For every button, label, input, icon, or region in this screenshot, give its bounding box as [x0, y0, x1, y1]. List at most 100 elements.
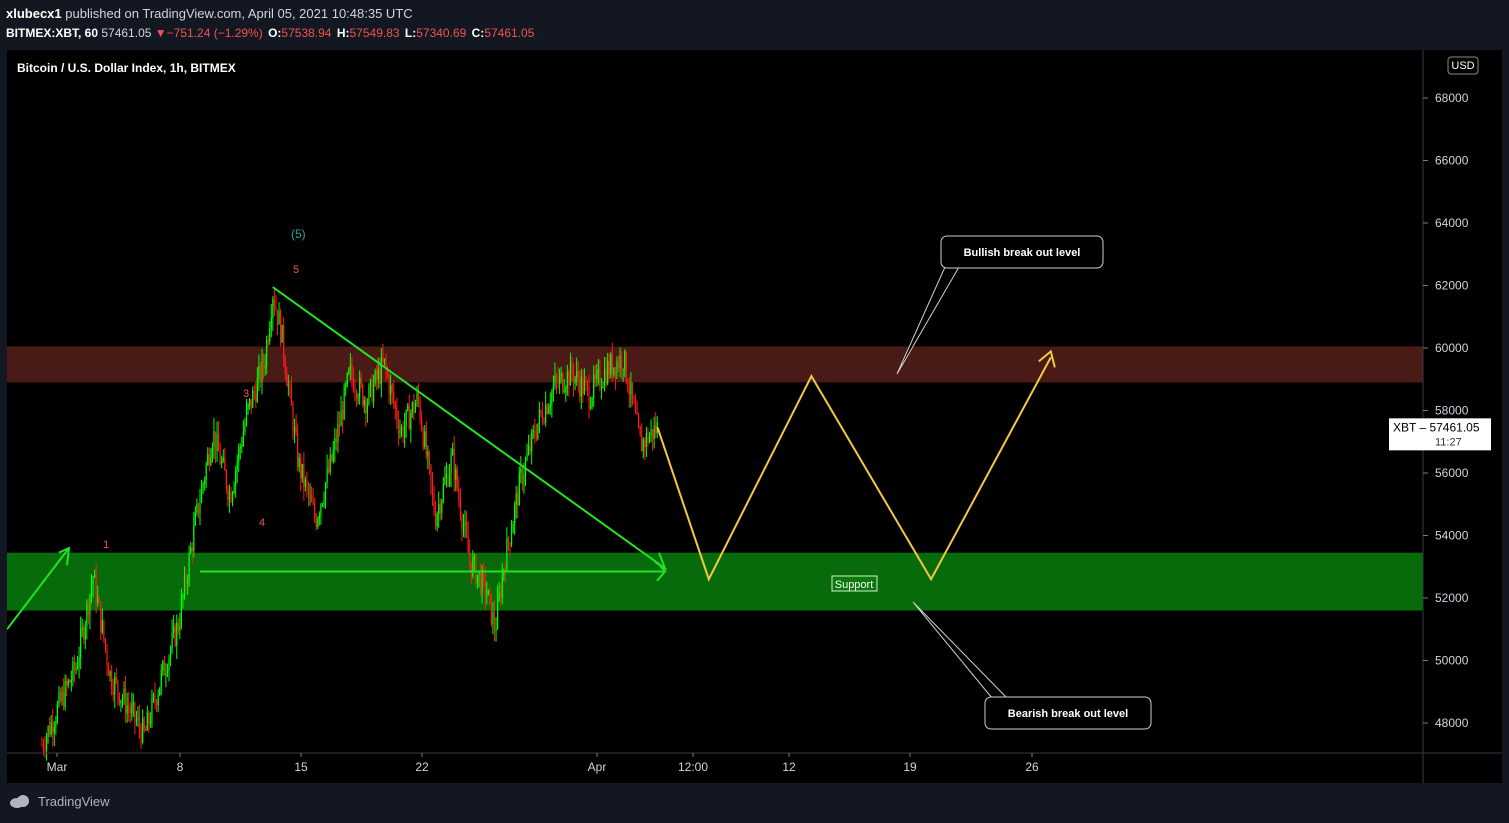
candle-body: [551, 391, 553, 405]
candle-body: [262, 358, 265, 368]
candle-body: [306, 479, 308, 487]
candle-body: [459, 498, 461, 517]
candle-body: [318, 515, 320, 519]
candle-body: [371, 379, 373, 402]
candle-body: [428, 451, 430, 465]
candle-body: [280, 311, 282, 343]
candle-body: [64, 680, 66, 708]
candle-body: [190, 547, 192, 554]
symbol-label[interactable]: BITMEX:XBT, 60: [6, 26, 99, 40]
candle-body: [464, 522, 466, 526]
candle-body: [67, 680, 69, 686]
candle-body: [270, 317, 272, 329]
drawings: [7, 286, 1056, 630]
candle-body: [396, 407, 398, 422]
price-chart[interactable]: 1 3 4 5 (5) Bullish break out level Bearish br…: [7, 50, 1502, 783]
zone-support: [7, 552, 1423, 611]
candle-body: [638, 414, 640, 427]
time-tick-label: Apr: [588, 760, 607, 774]
candle-body: [639, 426, 641, 436]
candle-body: [484, 575, 486, 597]
candle-body: [225, 470, 227, 489]
candle-body: [421, 419, 423, 430]
candle-body: [126, 705, 128, 714]
price-axis[interactable]: USD 48000 50000 52000 54000 56000 58000 60000 62…: [1389, 50, 1491, 783]
candle-body: [479, 572, 482, 594]
candle-body: [348, 369, 350, 374]
candle-body: [53, 727, 55, 733]
candle-body: [197, 503, 200, 514]
candle-body: [453, 448, 455, 481]
candle-body: [605, 369, 607, 384]
bullish-callout-text: Bullish break out level: [964, 247, 1081, 259]
high-label: H:: [336, 26, 350, 40]
candle-body: [69, 680, 71, 683]
candle-body: [320, 504, 322, 516]
high-value: 57549.83: [349, 26, 400, 40]
candle-body: [543, 421, 545, 423]
candle-body: [616, 361, 618, 377]
candle-body: [483, 570, 485, 576]
candle-body: [163, 661, 165, 676]
candle-body: [500, 592, 502, 598]
candle-body: [366, 403, 368, 414]
candle-body: [563, 391, 565, 393]
candle-body: [235, 470, 237, 487]
candle-body: [109, 671, 111, 677]
candle-body: [174, 626, 176, 646]
candle-body: [631, 382, 634, 399]
candle-body: [627, 381, 629, 391]
candle-body: [461, 516, 463, 530]
publisher-name[interactable]: xlubecx1: [6, 6, 62, 21]
candle-body: [134, 702, 136, 721]
candle-body: [585, 381, 587, 383]
candle-body: [450, 454, 452, 474]
candle-body: [80, 629, 82, 658]
candle-body: [159, 687, 161, 696]
candle-body: [497, 598, 499, 629]
close-value: 57461.05: [484, 26, 535, 40]
arrow-head-icon: [58, 546, 71, 566]
candle-body: [138, 717, 141, 729]
candle-body: [470, 562, 472, 576]
candle-body: [58, 692, 60, 705]
candle-body: [49, 726, 51, 735]
candle-body: [602, 385, 604, 388]
candle-body: [393, 391, 395, 404]
candle-body: [413, 402, 415, 413]
candle-body: [630, 382, 632, 395]
candle-body: [517, 493, 519, 506]
candle-body: [410, 413, 412, 430]
candle-body: [369, 379, 372, 386]
candle-body: [506, 538, 508, 572]
time-tick-label: Mar: [47, 760, 68, 774]
candle-body: [300, 457, 302, 479]
candle-body: [114, 677, 116, 695]
quote-bar: BITMEX:XBT, 60 57461.05 ▼−751.24 (−1.29%…: [6, 26, 534, 40]
price-tick-label: 48000: [1435, 716, 1469, 730]
candle-body: [293, 426, 296, 433]
tradingview-logo-icon[interactable]: [8, 793, 32, 809]
candle-body: [97, 597, 99, 604]
time-tick-label: 26: [1025, 760, 1039, 774]
candle-body: [312, 501, 314, 505]
candle-body: [200, 487, 203, 503]
projection-path: [656, 356, 1052, 582]
candle-body: [541, 413, 544, 422]
candle-body: [87, 603, 89, 616]
candle-body: [76, 666, 79, 669]
candle-body: [227, 488, 229, 500]
currency-badge[interactable]: [1447, 56, 1479, 75]
candle-body: [188, 553, 190, 580]
wave-label: 3: [243, 388, 249, 400]
candle-body: [187, 579, 189, 584]
time-tick-label: 19: [903, 760, 917, 774]
candle-body: [515, 493, 517, 506]
time-axis[interactable]: Mar 8 15 22 Apr 12:00 12 19 26: [7, 752, 1502, 774]
candle-body: [261, 358, 263, 383]
candle-body: [72, 661, 74, 681]
footer-brand[interactable]: TradingView: [38, 793, 110, 809]
candle-body: [264, 365, 266, 368]
candle-body: [208, 454, 210, 465]
candle-body: [548, 407, 550, 414]
